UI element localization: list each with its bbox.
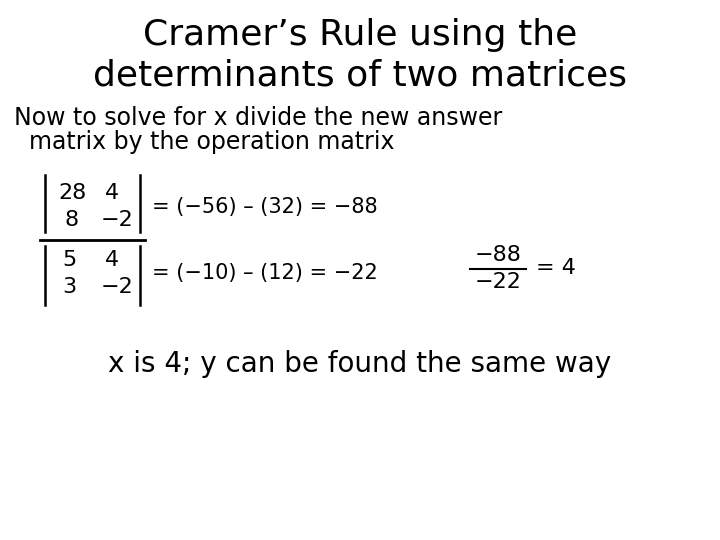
Text: = (−56) – (32) = −88: = (−56) – (32) = −88 [152,197,377,217]
Text: Now to solve for x divide the new answer: Now to solve for x divide the new answer [14,106,503,130]
Text: 4: 4 [105,183,119,203]
Text: Cramer’s Rule using the: Cramer’s Rule using the [143,18,577,52]
Text: 4: 4 [105,250,119,270]
Text: = 4: = 4 [536,259,576,279]
Text: 3: 3 [62,277,76,297]
Text: determinants of two matrices: determinants of two matrices [93,58,627,92]
Text: x is 4; y can be found the same way: x is 4; y can be found the same way [109,350,611,378]
Text: −2: −2 [101,277,134,297]
Text: 28: 28 [58,183,86,203]
Text: 5: 5 [62,250,76,270]
Text: matrix by the operation matrix: matrix by the operation matrix [14,130,395,154]
Text: = (−10) – (12) = −22: = (−10) – (12) = −22 [152,264,378,284]
Text: 8: 8 [64,210,78,230]
Text: −2: −2 [101,210,134,230]
Text: −88: −88 [474,245,521,265]
Text: −22: −22 [474,272,521,292]
